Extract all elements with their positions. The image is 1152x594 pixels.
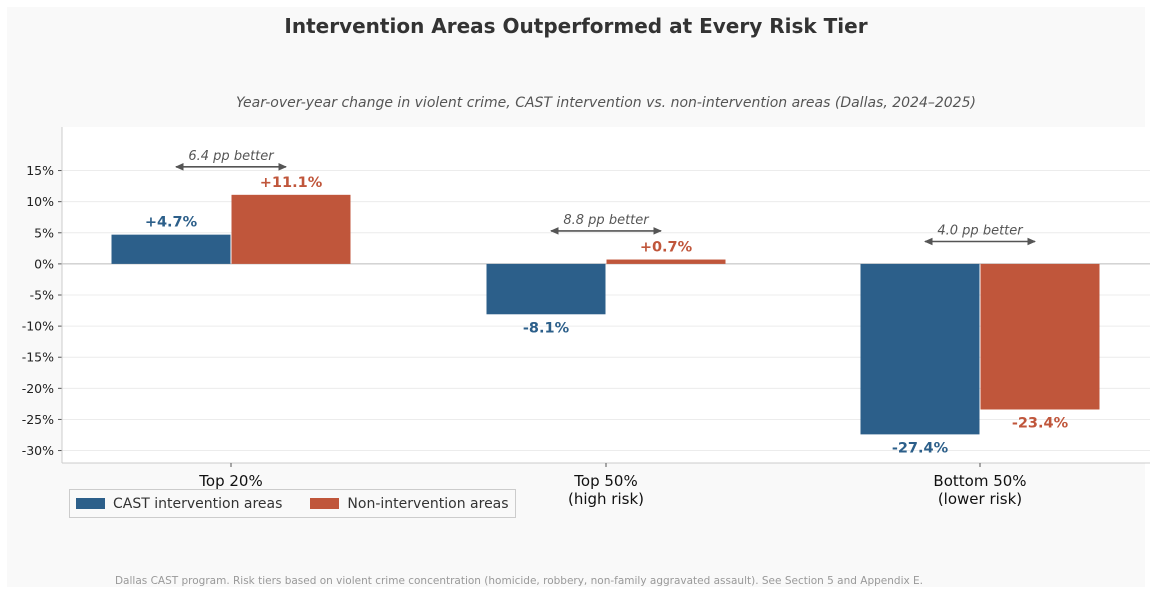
legend-swatch xyxy=(76,498,105,509)
chart-title: Intervention Areas Outperformed at Every… xyxy=(284,14,868,38)
category-label: (lower risk) xyxy=(938,490,1022,508)
y-tick-label: 0% xyxy=(34,256,54,271)
y-tick-label: 5% xyxy=(34,225,54,240)
bar-cast xyxy=(111,234,231,264)
y-tick-label: -30% xyxy=(22,443,54,458)
difference-annotation: 8.8 pp better xyxy=(563,213,650,228)
category-label: Top 50% xyxy=(573,472,637,490)
category-label: (high risk) xyxy=(568,490,644,508)
data-label: -23.4% xyxy=(1012,415,1069,431)
bar-non-intervention xyxy=(606,259,726,264)
footnote: Dallas CAST program. Risk tiers based on… xyxy=(114,575,924,587)
bar-non-intervention xyxy=(980,263,1100,410)
data-label: +11.1% xyxy=(260,175,323,191)
bar-cast xyxy=(486,263,606,315)
legend-label: Non-intervention areas xyxy=(347,495,509,512)
difference-annotation: 4.0 pp better xyxy=(937,223,1024,238)
y-tick-label: -5% xyxy=(30,288,54,303)
y-tick-label: -10% xyxy=(22,319,54,334)
y-tick-label: -15% xyxy=(22,350,54,365)
chart-subtitle: Year-over-year change in violent crime, … xyxy=(236,95,976,111)
y-tick-label: 10% xyxy=(26,194,54,209)
data-label: +0.7% xyxy=(640,240,693,256)
y-tick-label: -20% xyxy=(22,381,54,396)
category-label: Bottom 50% xyxy=(933,472,1026,490)
data-label: -27.4% xyxy=(892,440,949,456)
chart-legend: CAST intervention areas Non-intervention … xyxy=(69,489,516,518)
y-tick-label: -25% xyxy=(22,412,54,427)
data-label: -8.1% xyxy=(523,320,570,336)
bar-non-intervention xyxy=(231,194,351,264)
category-label: Top 20% xyxy=(198,472,262,490)
legend-label: CAST intervention areas xyxy=(113,495,283,512)
bar-cast xyxy=(860,263,980,435)
legend-item: Non-intervention areas xyxy=(310,495,509,512)
legend-item: CAST intervention areas xyxy=(76,496,282,512)
legend-swatch xyxy=(310,498,340,509)
difference-annotation: 6.4 pp better xyxy=(188,149,275,164)
y-tick-label: 15% xyxy=(26,163,54,178)
data-label: +4.7% xyxy=(145,215,198,231)
